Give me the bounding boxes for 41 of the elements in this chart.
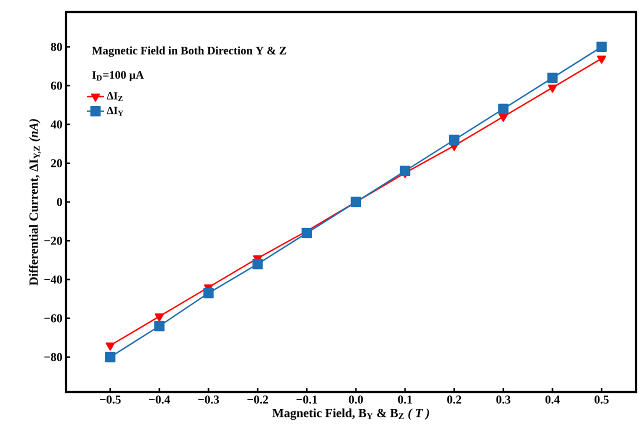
point — [350, 196, 362, 208]
x-tick-label: 0.0 — [348, 396, 363, 404]
x-axis-title: Magnetic Field, B$_{Y}$ & B$_{Z}$ ( T ) — [272, 408, 430, 420]
point — [105, 352, 116, 362]
point — [547, 72, 558, 84]
x-tick-label: −0.4 — [149, 396, 170, 404]
y-tick-label: 80 — [50, 42, 62, 51]
point — [203, 288, 214, 298]
x-tick-label: −0.1 — [296, 396, 318, 404]
point — [498, 114, 508, 122]
y-tick-label: 40 — [50, 120, 62, 128]
y-tick-label: −60 — [44, 314, 62, 322]
point — [597, 56, 606, 64]
point — [548, 84, 558, 93]
x-tick-label: 0.3 — [496, 396, 510, 404]
y-tick-label: 0 — [56, 198, 62, 206]
y-tick-label: −20 — [44, 236, 62, 245]
x-tick-label: 0.5 — [594, 396, 609, 404]
x-tick-label: −0.3 — [198, 396, 219, 404]
point — [400, 166, 410, 176]
point — [154, 320, 165, 332]
point — [252, 258, 263, 270]
point — [498, 104, 509, 114]
x-tick-label: 0.1 — [398, 396, 412, 404]
x-tick-label: 0.2 — [447, 396, 462, 404]
x-tick-label: 0.4 — [545, 396, 560, 404]
y-axis-title: Differential Current, ΔI$_{Y,Z}$ (nA) — [28, 119, 41, 286]
legend-label: ΔI$_{Y}$ — [106, 106, 124, 116]
point — [154, 313, 164, 322]
point — [449, 134, 460, 146]
point — [596, 42, 607, 52]
y-tick-label: 20 — [51, 159, 62, 168]
x-tick-label: −0.2 — [247, 396, 268, 404]
x-tick-label: −0.5 — [100, 396, 121, 404]
y-tick-label: −80 — [44, 353, 62, 362]
annotation: I$_{D}$=100 μA — [92, 71, 144, 82]
y-tick-label: −40 — [44, 275, 62, 284]
point — [106, 342, 115, 351]
legend-label: ΔI$_{Z}$ — [106, 92, 123, 102]
y-tick-label: 60 — [50, 82, 62, 90]
annotation: Magnetic Field in Both Direction Y & Z — [92, 46, 286, 57]
